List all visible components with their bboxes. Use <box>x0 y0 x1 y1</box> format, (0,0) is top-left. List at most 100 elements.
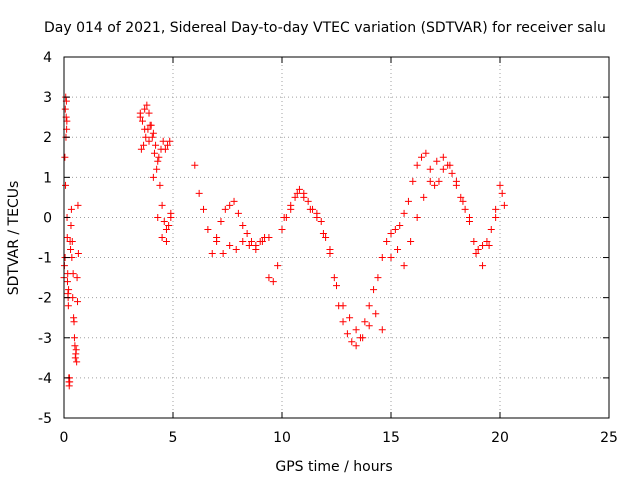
data-point <box>431 181 439 189</box>
data-point <box>152 141 160 149</box>
y-tick-label: 0 <box>43 210 52 226</box>
data-point <box>496 181 504 189</box>
data-point <box>154 213 162 221</box>
data-point <box>219 250 227 258</box>
data-point <box>200 205 208 213</box>
data-point <box>213 234 221 241</box>
data-point <box>221 205 229 213</box>
data-point <box>146 121 154 129</box>
data-point <box>149 129 157 137</box>
data-point <box>158 234 166 241</box>
data-point <box>339 302 347 310</box>
data-point <box>145 109 153 117</box>
data-point <box>234 209 242 217</box>
data-point <box>459 197 467 205</box>
data-point <box>258 238 266 246</box>
plot-frame <box>63 56 610 419</box>
data-point <box>141 125 149 133</box>
data-point <box>479 242 487 250</box>
data-point <box>226 242 234 250</box>
data-point <box>71 354 79 362</box>
data-point <box>165 221 173 229</box>
data-point <box>247 238 255 246</box>
data-point <box>287 201 295 209</box>
data-point <box>159 137 167 145</box>
data-point <box>140 141 148 149</box>
data-point <box>365 322 373 330</box>
data-point <box>252 246 260 254</box>
data-point <box>73 274 81 282</box>
data-point <box>448 169 456 177</box>
x-tick-label: 25 <box>600 430 618 446</box>
data-point <box>145 137 153 145</box>
data-point <box>226 201 234 209</box>
data-point <box>400 262 408 270</box>
data-point <box>446 161 454 169</box>
data-point <box>143 101 151 109</box>
data-point <box>492 213 500 221</box>
data-point <box>232 246 240 254</box>
data-point <box>63 234 71 241</box>
data-point <box>67 246 75 254</box>
y-tick-label: -2 <box>38 291 52 307</box>
data-point <box>149 173 157 181</box>
data-point <box>65 286 73 294</box>
data-point <box>63 117 71 125</box>
y-axis-label: SDTVAR / TECUs <box>6 181 22 296</box>
data-point <box>420 193 428 201</box>
data-point <box>313 213 321 221</box>
data-point <box>158 201 166 209</box>
data-point <box>492 205 500 213</box>
chart-title: Day 014 of 2021, Sidereal Day-to-day VTE… <box>44 20 606 36</box>
data-point <box>348 338 356 346</box>
data-point <box>291 193 299 201</box>
data-point <box>413 161 421 169</box>
data-point <box>396 221 404 229</box>
data-point <box>208 250 216 258</box>
data-point <box>141 105 149 113</box>
data-point <box>418 153 426 161</box>
data-point <box>487 225 495 233</box>
data-point <box>61 105 69 113</box>
data-point <box>148 133 156 141</box>
x-tick-label: 15 <box>382 430 400 446</box>
x-tick-label: 10 <box>273 430 291 446</box>
data-point <box>378 254 386 262</box>
data-point <box>383 238 391 246</box>
data-point <box>439 153 447 161</box>
data-point <box>346 314 354 322</box>
data-point <box>164 141 172 149</box>
data-point <box>413 213 421 221</box>
data-point <box>300 193 308 201</box>
data-point <box>265 234 273 241</box>
y-tick-label: -4 <box>38 371 52 387</box>
x-tick-label: 20 <box>491 430 509 446</box>
data-point <box>465 213 473 221</box>
data-point <box>71 342 79 350</box>
data-point <box>217 217 225 225</box>
data-point <box>74 298 82 306</box>
data-point <box>433 157 441 165</box>
data-point <box>67 205 75 213</box>
data-point <box>422 149 430 157</box>
data-point <box>352 326 360 334</box>
data-point <box>67 221 75 229</box>
data-point <box>374 274 382 282</box>
data-point <box>435 177 443 185</box>
data-point <box>66 238 74 246</box>
data-point <box>167 213 175 221</box>
y-tick-label: -1 <box>38 251 52 267</box>
data-point <box>274 262 282 270</box>
data-point <box>62 181 70 189</box>
data-point <box>245 242 253 250</box>
data-point <box>365 302 373 310</box>
data-point <box>153 165 161 173</box>
data-point <box>191 161 199 169</box>
data-point <box>409 177 417 185</box>
data-point <box>472 250 480 258</box>
data-point <box>239 221 247 229</box>
data-point <box>239 238 247 246</box>
data-point <box>378 326 386 334</box>
data-point <box>166 137 174 145</box>
